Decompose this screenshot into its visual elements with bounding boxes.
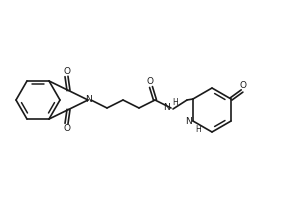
Text: N: N	[85, 96, 92, 104]
Text: N: N	[163, 102, 170, 112]
Text: O: O	[63, 67, 70, 76]
Text: N: N	[185, 117, 192, 127]
Text: O: O	[63, 124, 70, 133]
Text: H: H	[172, 98, 178, 107]
Text: H: H	[195, 125, 201, 134]
Text: O: O	[146, 77, 154, 86]
Text: O: O	[240, 82, 247, 90]
